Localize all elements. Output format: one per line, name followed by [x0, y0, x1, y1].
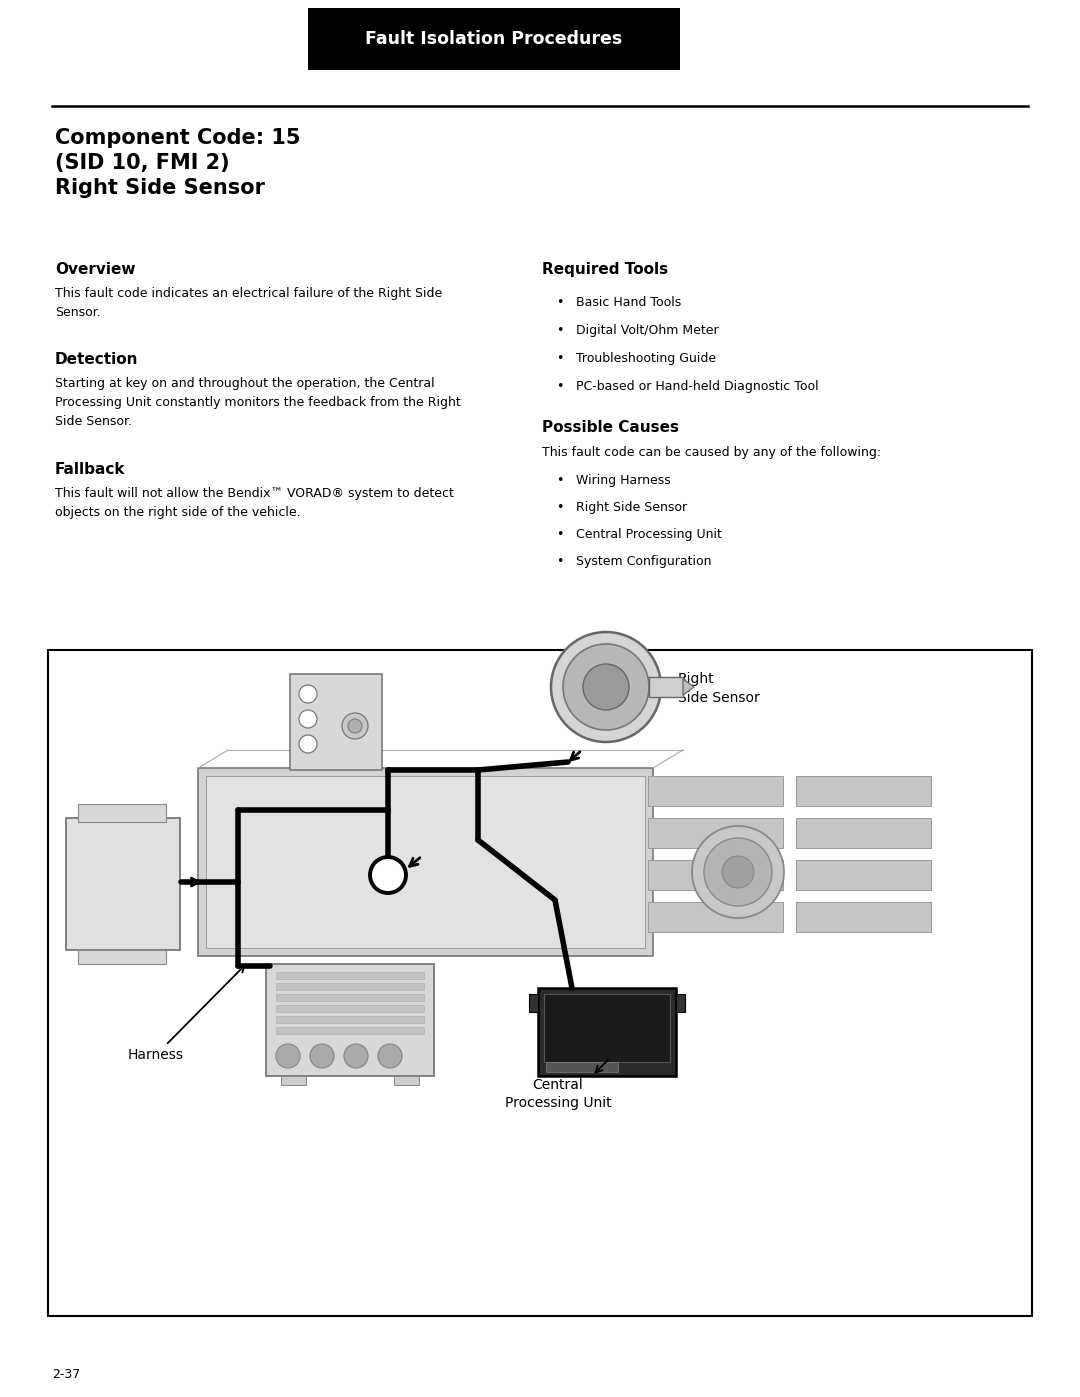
Text: Harness: Harness: [129, 965, 245, 1062]
Circle shape: [299, 685, 318, 703]
Text: •: •: [556, 555, 564, 569]
Text: Possible Causes: Possible Causes: [542, 420, 679, 434]
Text: Fault Isolation Procedures: Fault Isolation Procedures: [365, 29, 623, 47]
Bar: [276, 972, 424, 979]
Text: This fault code can be caused by any of the following:: This fault code can be caused by any of …: [542, 446, 881, 460]
Circle shape: [723, 856, 754, 888]
Text: Right Side Sensor: Right Side Sensor: [576, 502, 687, 514]
Bar: [308, 8, 680, 70]
Text: PC-based or Hand-held Diagnostic Tool: PC-based or Hand-held Diagnostic Tool: [576, 380, 819, 393]
Bar: [648, 819, 783, 848]
Bar: [676, 995, 685, 1011]
Bar: [648, 902, 783, 932]
Circle shape: [551, 631, 661, 742]
Bar: [394, 1076, 419, 1085]
Text: •: •: [556, 502, 564, 514]
Text: Overview: Overview: [55, 263, 135, 277]
Text: •: •: [556, 296, 564, 309]
Bar: [48, 650, 1032, 1316]
Text: •: •: [556, 380, 564, 393]
Circle shape: [342, 712, 368, 739]
Circle shape: [345, 1044, 368, 1067]
Text: Digital Volt/Ohm Meter: Digital Volt/Ohm Meter: [576, 324, 718, 337]
Text: Component Code: 15: Component Code: 15: [55, 129, 300, 148]
Bar: [78, 805, 166, 821]
Text: This fault will not allow the Bendix™ VORAD® system to detect
objects on the rig: This fault will not allow the Bendix™ VO…: [55, 488, 454, 520]
Circle shape: [583, 664, 629, 710]
Circle shape: [299, 710, 318, 728]
Text: •: •: [556, 352, 564, 365]
Text: Wiring Harness: Wiring Harness: [576, 474, 671, 488]
Text: 2-37: 2-37: [52, 1368, 80, 1382]
Circle shape: [348, 719, 362, 733]
Circle shape: [370, 856, 406, 893]
Polygon shape: [683, 679, 694, 694]
Bar: [796, 819, 931, 848]
Bar: [796, 861, 931, 890]
Bar: [206, 775, 645, 949]
Bar: [198, 768, 653, 956]
Bar: [291, 673, 382, 770]
Bar: [796, 775, 931, 806]
Bar: [266, 964, 434, 1076]
Text: Central Processing Unit: Central Processing Unit: [576, 528, 721, 541]
Circle shape: [276, 1044, 300, 1067]
Bar: [78, 950, 166, 964]
Bar: [529, 995, 538, 1011]
Bar: [281, 1076, 306, 1085]
Text: •: •: [556, 528, 564, 541]
Text: •: •: [556, 474, 564, 488]
Bar: [538, 988, 676, 1076]
Bar: [276, 983, 424, 990]
Text: Starting at key on and throughout the operation, the Central
Processing Unit con: Starting at key on and throughout the op…: [55, 377, 461, 427]
Bar: [546, 1062, 618, 1071]
Text: Detection: Detection: [55, 352, 138, 367]
Circle shape: [563, 644, 649, 731]
Text: System Configuration: System Configuration: [576, 555, 712, 569]
Text: Right
Side Sensor: Right Side Sensor: [678, 672, 759, 705]
Bar: [276, 1004, 424, 1011]
Text: Central
Processing Unit: Central Processing Unit: [504, 1078, 611, 1111]
Text: Fallback: Fallback: [55, 462, 125, 476]
Text: Basic Hand Tools: Basic Hand Tools: [576, 296, 681, 309]
Bar: [796, 902, 931, 932]
Bar: [544, 995, 670, 1062]
Text: •: •: [556, 324, 564, 337]
Bar: [648, 861, 783, 890]
Bar: [66, 819, 180, 950]
Bar: [276, 995, 424, 1002]
Text: Required Tools: Required Tools: [542, 263, 669, 277]
Bar: [276, 1027, 424, 1034]
Bar: [649, 678, 683, 697]
Text: Troubleshooting Guide: Troubleshooting Guide: [576, 352, 716, 365]
Text: Right Side Sensor: Right Side Sensor: [55, 177, 265, 198]
Circle shape: [704, 838, 772, 907]
Bar: [648, 775, 783, 806]
Circle shape: [299, 735, 318, 753]
Text: (SID 10, FMI 2): (SID 10, FMI 2): [55, 154, 230, 173]
Text: This fault code indicates an electrical failure of the Right Side
Sensor.: This fault code indicates an electrical …: [55, 286, 442, 319]
Bar: [276, 1016, 424, 1023]
Circle shape: [692, 826, 784, 918]
Circle shape: [310, 1044, 334, 1067]
Circle shape: [378, 1044, 402, 1067]
